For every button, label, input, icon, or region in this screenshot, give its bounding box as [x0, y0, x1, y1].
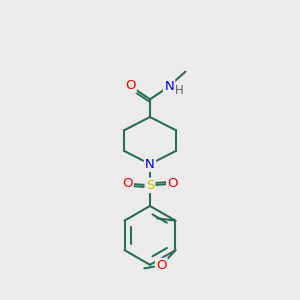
Text: H: H	[175, 84, 184, 97]
Text: N: N	[145, 158, 155, 171]
Text: O: O	[125, 79, 136, 92]
Text: O: O	[156, 259, 166, 272]
Text: O: O	[167, 177, 178, 190]
Text: N: N	[164, 80, 174, 93]
Text: O: O	[122, 177, 133, 190]
Text: S: S	[146, 179, 154, 192]
